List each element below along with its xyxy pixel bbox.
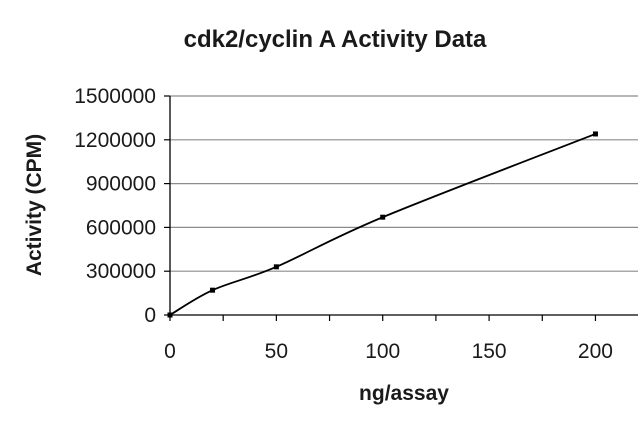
- y-tick-label: 0: [144, 304, 156, 327]
- series-layer: [167, 131, 598, 318]
- y-tick-label: 300000: [86, 260, 156, 283]
- axes: [164, 95, 638, 321]
- x-tick-label: 200: [578, 340, 613, 363]
- y-axis-label: Activity (CPM): [23, 134, 46, 276]
- data-point: [210, 287, 216, 293]
- y-tick-label: 600000: [86, 216, 156, 239]
- y-tick-label: 1500000: [74, 85, 156, 108]
- x-tick-label: 50: [265, 340, 288, 363]
- x-tick-label: 150: [472, 340, 507, 363]
- y-tick-label: 1200000: [74, 129, 156, 152]
- x-tick-labels: 0 50 100 150 200: [164, 340, 613, 363]
- chart-title: cdk2/cyclin A Activity Data: [184, 26, 487, 53]
- grid-lines: [170, 95, 638, 272]
- y-tick-label: 900000: [86, 173, 156, 196]
- x-tick-label: 100: [365, 340, 400, 363]
- x-axis-label: ng/assay: [359, 382, 449, 405]
- x-tick-label: 0: [164, 340, 176, 363]
- data-point: [380, 214, 386, 220]
- data-point: [167, 312, 173, 318]
- y-tick-labels: 0 300000 600000 900000 1200000 1500000: [74, 85, 156, 327]
- data-point: [592, 131, 598, 137]
- data-point: [273, 264, 279, 270]
- series-line: [169, 133, 596, 316]
